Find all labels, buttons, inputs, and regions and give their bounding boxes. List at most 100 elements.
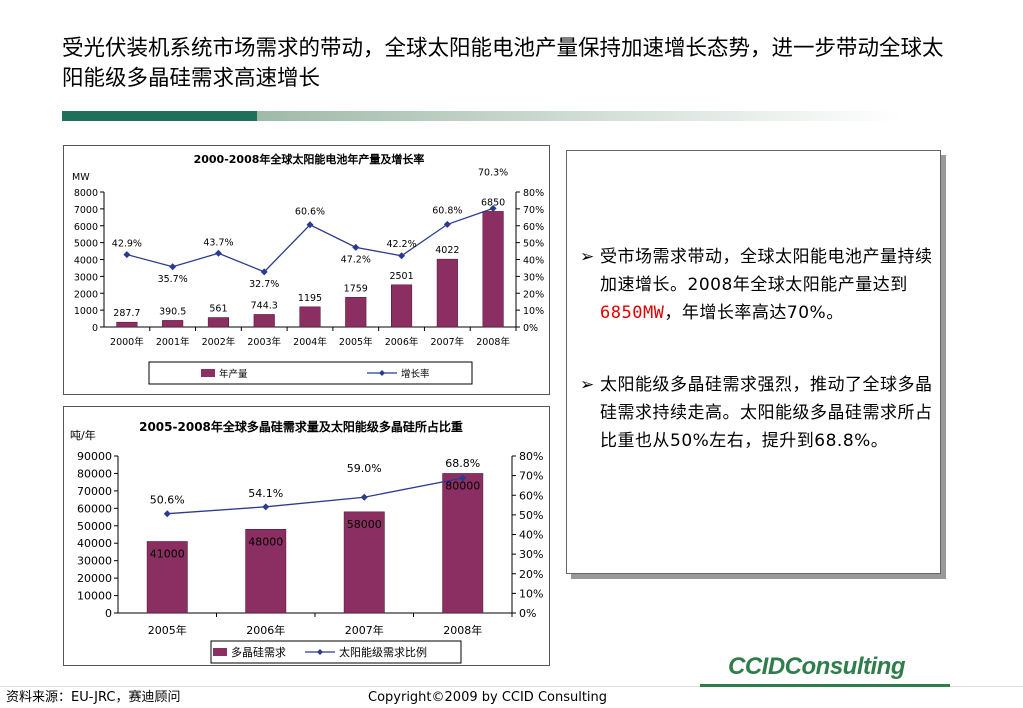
legend-line-label: 太阳能级需求比例 [339,645,427,659]
line-data-label: 42.2% [386,239,416,250]
line-太阳能级需求比例 [167,477,463,515]
x-tick-label: 2007年 [345,623,384,637]
bar-data-label: 390.5 [159,306,186,317]
bar-data-label: 1195 [298,293,322,304]
y2-tick-label: 0% [519,607,536,620]
bar-data-label: 2501 [389,271,413,282]
line-data-label: 47.2% [341,254,371,265]
bullet-1: ➢ 受市场需求带动，全球太阳能电池产量持续加速增长。2008年全球太阳能产量达到… [580,243,935,327]
x-tick-label: 2005年 [339,336,373,348]
y2-tick-label: 20% [523,289,544,300]
line-data-label: 59.0% [347,462,382,475]
title-bar-light [257,111,902,121]
y-tick-label: 90000 [77,450,112,463]
x-tick-label: 2001年 [156,336,190,348]
x-tick-label: 2003年 [247,336,281,348]
y-tick-label: 5000 [74,239,98,250]
y2-tick-label: 50% [519,509,543,522]
y2-tick-label: 10% [523,306,544,317]
legend-bar-label: 年产量 [219,368,248,380]
chart-legend [210,640,462,664]
bullet-arrow-icon: ➢ [580,375,595,395]
y-tick-label: 2000 [74,289,98,300]
bar-data-label: 744.3 [251,300,278,311]
y-tick-label: 20000 [77,572,112,585]
title-bar-dark [62,111,257,121]
line-data-label: 54.1% [248,487,283,500]
y2-tick-label: 10% [519,587,543,600]
y-tick-label: 4000 [74,256,98,267]
line-data-label: 68.8% [445,457,480,470]
source-note: 资料来源：EU-JRC，赛迪顾问 [6,690,181,705]
y2-tick-label: 40% [519,529,543,542]
solar-cell-production-chart: 2000-2008年全球太阳能电池年产量及增长率 MW 8000 7000 6000 50… [63,145,550,395]
bar-data-label: 48000 [248,535,283,548]
bar-年产量 [162,320,184,328]
bar-多晶硅需求 [442,473,484,614]
bullet-1-highlight: 6850MW [600,303,665,323]
y-tick-label: 1000 [74,306,98,317]
legend-line-marker [317,649,323,655]
chart-legend [148,361,473,385]
bar-年产量 [391,284,413,328]
bar-年产量 [116,321,138,328]
line-point-marker [214,249,222,257]
bullet-2-text: 太阳能级多晶硅需求强烈，推动了全球多晶硅需求持续走高。太阳能级多晶硅需求所占比重… [600,375,933,451]
bullet-1-text-after: ，年增长率高达70%。 [664,303,844,323]
y-tick-label: 0 [92,323,98,334]
line-point-marker [306,221,314,229]
y-tick-label: 40000 [77,537,112,550]
line-point-marker [489,204,497,212]
bar-年产量 [436,258,458,328]
bar-data-label: 561 [209,304,227,315]
line-data-label: 32.7% [249,279,279,290]
y2-tick-label: 20% [519,568,543,581]
bar-data-label: 80000 [445,479,480,492]
bullet-1-text: 受市场需求带动，全球太阳能电池产量持续加速增长。2008年全球太阳能产量达到 [600,247,933,295]
line-point-marker [262,503,270,511]
y-axis-unit-label: MW [72,172,90,183]
y2-tick-label: 0% [523,323,538,334]
y-tick-label: 50000 [77,520,112,533]
bar-多晶硅需求 [245,529,287,614]
line-data-label: 43.7% [203,237,233,248]
bar-年产量 [253,314,275,328]
y2-tick-label: 80% [519,450,543,463]
x-tick-label: 2007年 [430,336,464,348]
x-tick-label: 2008年 [443,623,482,637]
y2-tick-label: 40% [523,256,544,267]
y2-tick-label: 70% [519,470,543,483]
bullet-2: ➢ 太阳能级多晶硅需求强烈，推动了全球多晶硅需求持续走高。太阳能级多晶硅需求所占… [580,371,935,455]
line-point-marker [260,268,268,276]
legend-bar-swatch [201,369,215,377]
y2-tick-label: 80% [523,188,544,199]
bar-data-label: 6850 [481,197,505,208]
footer-divider [0,686,1023,687]
x-tick-label: 2004年 [293,336,327,348]
x-tick-label: 2000年 [110,336,144,348]
title-underline-bar [62,111,902,121]
bar-data-label: 41000 [150,547,185,560]
y-tick-label: 0 [105,607,112,620]
legend-line-label: 增长率 [401,368,430,380]
solar-cell-production-chart-svg: 2000-2008年全球太阳能电池年产量及增长率 MW 8000 7000 6000 50… [72,152,544,385]
ccid-consulting-logo: CCIDConsulting [728,653,905,680]
copyright-text: Copyright©2009 by CCID Consulting [368,690,608,705]
x-tick-label: 2008年 [476,336,510,348]
polysilicon-demand-chart: 2005-2008年全球多晶硅需求量及太阳能级多晶硅所占比重 吨/年 90000 80… [63,406,550,666]
bar-data-label: 4022 [435,245,459,256]
y2-tick-label: 30% [523,272,544,283]
y-tick-label: 70000 [77,485,112,498]
legend-bar-swatch [213,648,227,656]
line-data-label: 60.6% [295,207,325,218]
line-data-label: 42.9% [112,239,142,250]
line-point-marker [398,252,406,260]
x-tick-label: 2005年 [148,623,187,637]
y-tick-label: 30000 [77,555,112,568]
line-point-marker [352,243,360,251]
line-point-marker [123,251,131,259]
y-axis-unit-label: 吨/年 [70,428,96,442]
page-title: 受光伏装机系统市场需求的带动，全球太阳能电池产量保持加速增长态势，进一步带动全球… [62,36,944,91]
bar-data-label: 287.7 [113,308,140,319]
y-tick-label: 80000 [77,467,112,480]
